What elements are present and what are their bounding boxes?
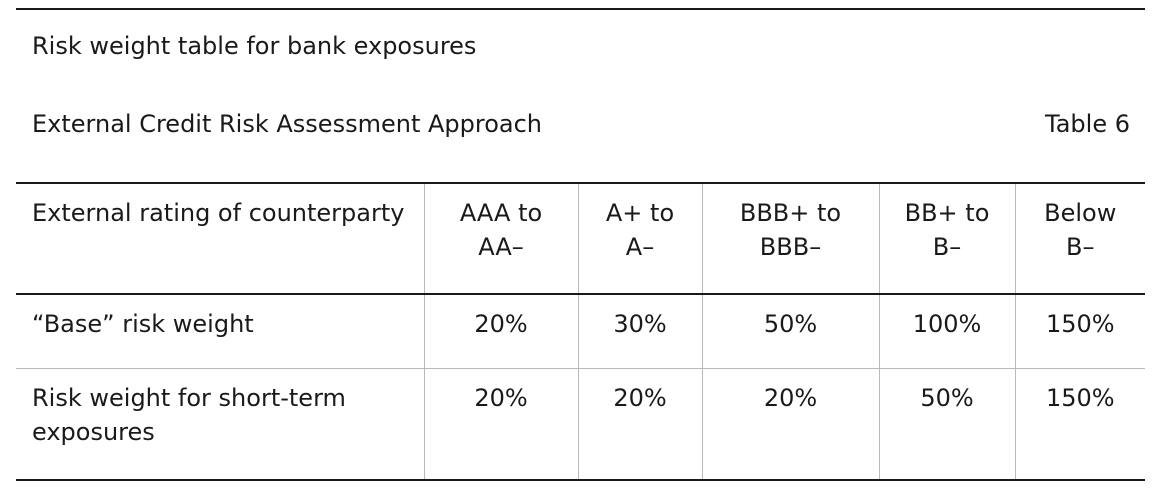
row-label: “Base” risk weight: [16, 294, 424, 369]
header-line: B–: [932, 233, 962, 261]
header-line: Below: [1044, 199, 1117, 227]
header-rating-below-b: Below B–: [1014, 183, 1145, 295]
cell-value: 50%: [701, 294, 879, 369]
header-rating-aaa-aa: AAA to AA–: [423, 183, 578, 295]
risk-weight-table: External rating of counterparty AAA to A…: [16, 182, 1145, 481]
top-rule: [16, 8, 1145, 10]
cell-value: 20%: [577, 368, 702, 480]
header-rating-bb-b: BB+ to B–: [878, 183, 1015, 295]
table-header-row: External rating of counterparty AAA to A…: [16, 183, 1145, 295]
document-title: Risk weight table for bank exposures: [32, 32, 477, 60]
cell-value: 150%: [1014, 368, 1145, 480]
table-number: Table 6: [1045, 110, 1130, 138]
header-line: BBB+ to: [739, 199, 842, 227]
header-line: B–: [1066, 233, 1095, 261]
cell-value: 150%: [1014, 294, 1145, 369]
header-line: A–: [625, 233, 655, 261]
cell-value: 20%: [701, 368, 879, 480]
header-line: AAA to: [459, 199, 543, 227]
header-line: BBB–: [759, 233, 822, 261]
header-line: AA–: [478, 233, 524, 261]
cell-value: 50%: [878, 368, 1015, 480]
header-rating-a: A+ to A–: [577, 183, 702, 295]
header-rating-bbb: BBB+ to BBB–: [701, 183, 879, 295]
row-label: Risk weight for short-term exposures: [32, 383, 346, 446]
table-row-base-risk-weight: “Base” risk weight 20% 30% 50% 100% 150%: [16, 294, 1145, 369]
cell-value: 20%: [423, 294, 578, 369]
cell-value: 30%: [577, 294, 702, 369]
table-row-short-term-risk-weight: Risk weight for short-term exposures 20%…: [16, 368, 1145, 480]
header-row-label: External rating of counterparty: [16, 183, 424, 295]
cell-value: 20%: [423, 368, 578, 480]
approach-heading: External Credit Risk Assessment Approach: [32, 110, 542, 138]
header-line: BB+ to: [904, 199, 990, 227]
cell-value: 100%: [878, 294, 1015, 369]
header-line: A+ to: [605, 199, 675, 227]
